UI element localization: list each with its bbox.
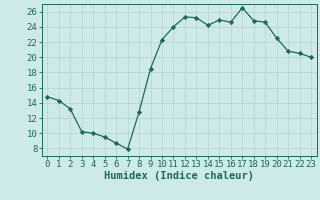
X-axis label: Humidex (Indice chaleur): Humidex (Indice chaleur): [104, 171, 254, 181]
